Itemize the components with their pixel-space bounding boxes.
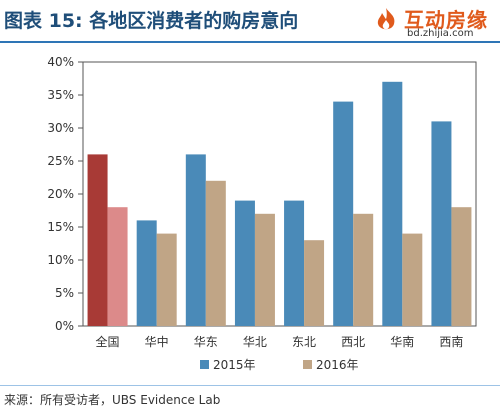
legend-swatch <box>200 360 209 369</box>
bar-2016 <box>107 207 128 326</box>
flame-logo-icon <box>377 8 395 30</box>
y-tick-label: 10% <box>47 253 74 267</box>
logo-name: 互动房缘 <box>404 8 488 32</box>
legend-label: 2015年 <box>213 358 256 372</box>
bar-2015 <box>136 220 157 326</box>
logo-url: bd.zhijia.com <box>407 28 474 39</box>
y-tick-label: 25% <box>47 154 74 168</box>
bar-2016 <box>451 207 472 326</box>
x-category-label: 全国 <box>96 334 120 349</box>
y-tick-label: 30% <box>47 121 74 135</box>
x-category-label: 华中 <box>145 334 169 349</box>
bar-2016 <box>156 233 177 326</box>
x-category-label: 东北 <box>292 335 316 349</box>
bar-2015 <box>185 154 206 326</box>
bar-2016 <box>304 240 325 326</box>
bar-2015 <box>87 154 108 326</box>
bar-2016 <box>205 180 226 326</box>
x-category-label: 华南 <box>390 334 414 349</box>
bar-2015 <box>234 200 255 326</box>
y-tick-label: 15% <box>47 220 74 234</box>
bar-2016 <box>353 213 374 326</box>
bar-2015 <box>333 101 354 326</box>
bar-2016 <box>254 213 275 326</box>
y-tick-label: 5% <box>55 286 74 300</box>
bar-2015 <box>382 81 403 326</box>
title-divider <box>0 41 500 43</box>
x-category-label: 华东 <box>194 335 218 349</box>
legend-label: 2016年 <box>316 358 359 372</box>
source-note: 来源：所有受访者，UBS Evidence Lab <box>4 393 221 407</box>
bar-2015 <box>431 121 452 327</box>
y-tick-label: 0% <box>55 319 74 333</box>
y-tick-label: 40% <box>47 55 74 69</box>
x-category-label: 西南 <box>439 334 463 349</box>
y-tick-label: 20% <box>47 187 74 201</box>
bar-chart: 0% 5% 10% 15% 20% 25% 30% 35% 40% 全国 华中 华东 华北 东北 西北 华南 西… <box>47 55 477 372</box>
page-title: 图表 15: 各地区消费者的购房意向 <box>4 10 299 32</box>
brand-logo: 互动房缘 bd.zhijia.com <box>370 4 498 42</box>
x-category-label: 西北 <box>341 335 365 349</box>
legend-swatch <box>303 360 312 369</box>
footer-divider <box>0 385 500 386</box>
y-tick-label: 35% <box>47 88 74 102</box>
bar-2015 <box>284 200 305 326</box>
x-category-label: 华北 <box>243 335 267 349</box>
bar-2016 <box>402 233 423 326</box>
